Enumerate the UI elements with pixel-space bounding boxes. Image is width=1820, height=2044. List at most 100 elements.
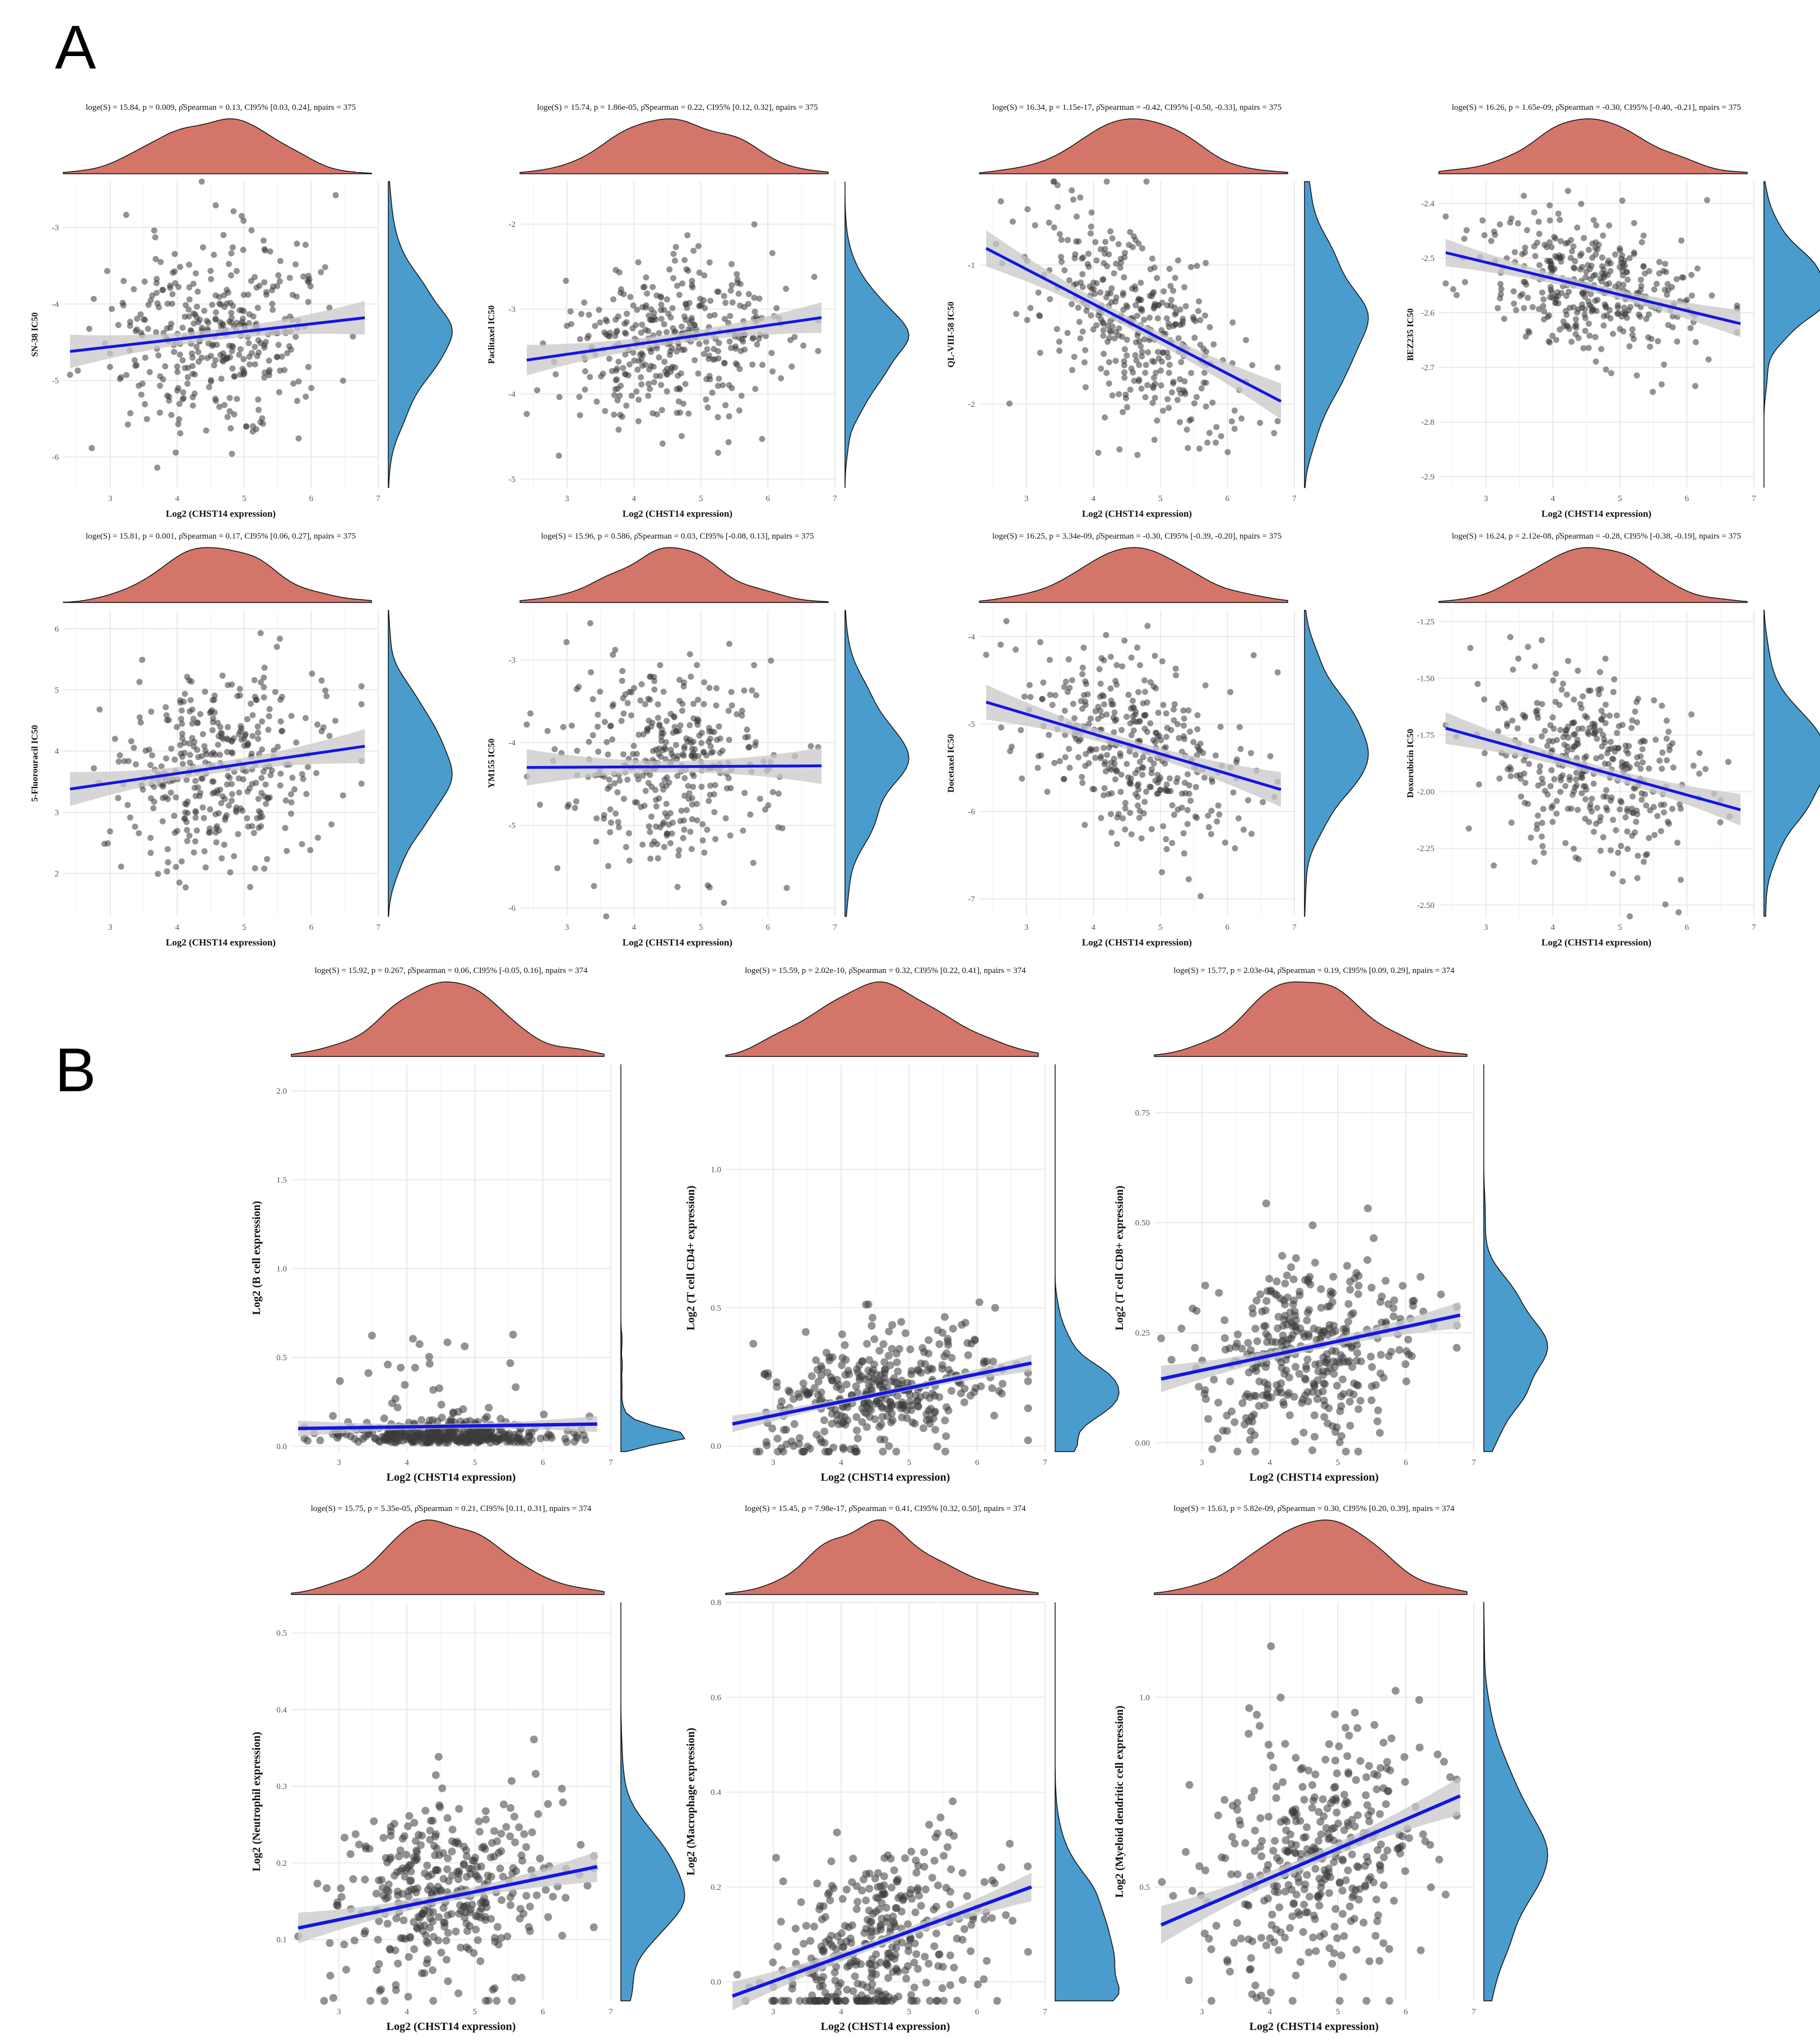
data-point	[1039, 696, 1046, 702]
data-point	[865, 1885, 874, 1893]
data-point	[1139, 353, 1145, 360]
regression-line	[1445, 251, 1741, 325]
data-point	[155, 352, 162, 359]
data-point	[618, 289, 624, 296]
data-point	[989, 1357, 997, 1366]
data-point	[1027, 694, 1034, 701]
data-point	[1152, 739, 1159, 745]
data-point	[1281, 1280, 1289, 1288]
data-point	[1646, 835, 1652, 841]
data-point	[302, 715, 309, 721]
data-point	[597, 319, 603, 326]
y-tick-label: 5	[55, 686, 59, 695]
data-point	[526, 1902, 534, 1911]
data-point	[1120, 815, 1126, 822]
data-point	[1195, 1383, 1203, 1391]
data-point	[845, 1370, 853, 1378]
data-point	[602, 407, 609, 414]
data-point	[240, 217, 247, 224]
data-point	[715, 289, 722, 295]
data-point	[619, 668, 626, 674]
data-point	[1363, 1256, 1372, 1264]
data-point	[685, 267, 691, 274]
data-point	[660, 747, 666, 754]
data-point	[747, 811, 754, 818]
data-point	[1185, 771, 1191, 777]
data-point	[1474, 680, 1481, 687]
data-point	[1227, 689, 1234, 696]
data-point	[1637, 276, 1644, 283]
data-point	[841, 1341, 849, 1349]
data-point	[833, 1828, 841, 1837]
data-point	[660, 441, 666, 447]
y-tick-label: -6	[968, 808, 976, 817]
data-point	[1618, 763, 1625, 770]
data-point	[706, 884, 713, 891]
data-point	[964, 1351, 972, 1360]
data-point	[1627, 913, 1633, 920]
data-point	[842, 1380, 851, 1389]
data-point	[715, 449, 721, 456]
data-point	[942, 1884, 950, 1892]
data-point	[1197, 341, 1204, 348]
data-point	[624, 310, 630, 317]
data-point	[508, 1777, 516, 1785]
data-point	[555, 452, 562, 459]
data-point	[150, 805, 157, 812]
data-point	[462, 1852, 471, 1860]
right-density	[1763, 181, 1820, 488]
data-point	[157, 382, 163, 389]
data-point	[738, 392, 745, 399]
data-point	[255, 735, 262, 742]
data-point	[493, 1997, 501, 2005]
data-point	[694, 817, 700, 824]
data-point	[481, 1807, 490, 1815]
data-point	[1160, 288, 1167, 295]
data-point	[844, 1923, 853, 1931]
data-point	[1162, 760, 1168, 767]
data-point	[1122, 805, 1129, 812]
data-point	[1149, 400, 1156, 406]
data-point	[509, 1331, 517, 1339]
data-point	[417, 1969, 426, 1977]
data-point	[212, 829, 219, 836]
x-tick-label: 7	[833, 494, 837, 503]
data-point	[787, 1437, 796, 1445]
data-point	[346, 1850, 355, 1858]
data-point	[243, 768, 249, 775]
data-point	[132, 363, 139, 369]
data-point	[941, 1416, 949, 1425]
data-point	[1071, 354, 1078, 360]
data-point	[565, 801, 572, 808]
data-point	[249, 423, 256, 429]
data-point	[1099, 276, 1106, 283]
data-point	[441, 1430, 449, 1438]
data-point	[933, 1442, 941, 1450]
data-point	[686, 300, 693, 307]
data-point	[756, 295, 763, 302]
data-point	[176, 401, 183, 407]
data-point	[587, 620, 593, 627]
data-point	[516, 1904, 524, 1913]
data-point	[239, 307, 245, 313]
data-point	[695, 717, 702, 724]
data-point	[1553, 337, 1559, 343]
data-point	[1073, 214, 1080, 220]
data-point	[1368, 1382, 1376, 1391]
data-point	[437, 1886, 445, 1894]
data-point	[1382, 1318, 1390, 1326]
data-point	[661, 307, 667, 313]
data-point	[1482, 750, 1488, 757]
data-point	[942, 1432, 950, 1440]
data-point	[1517, 293, 1524, 299]
data-point	[542, 1886, 550, 1894]
data-point	[1140, 754, 1146, 761]
data-point	[212, 811, 219, 818]
data-point	[169, 300, 175, 307]
data-point	[218, 323, 225, 330]
data-point	[314, 721, 321, 728]
plot-grid	[291, 1602, 611, 2001]
data-point	[1572, 316, 1579, 323]
data-point	[1373, 1417, 1382, 1425]
data-point	[194, 784, 201, 791]
